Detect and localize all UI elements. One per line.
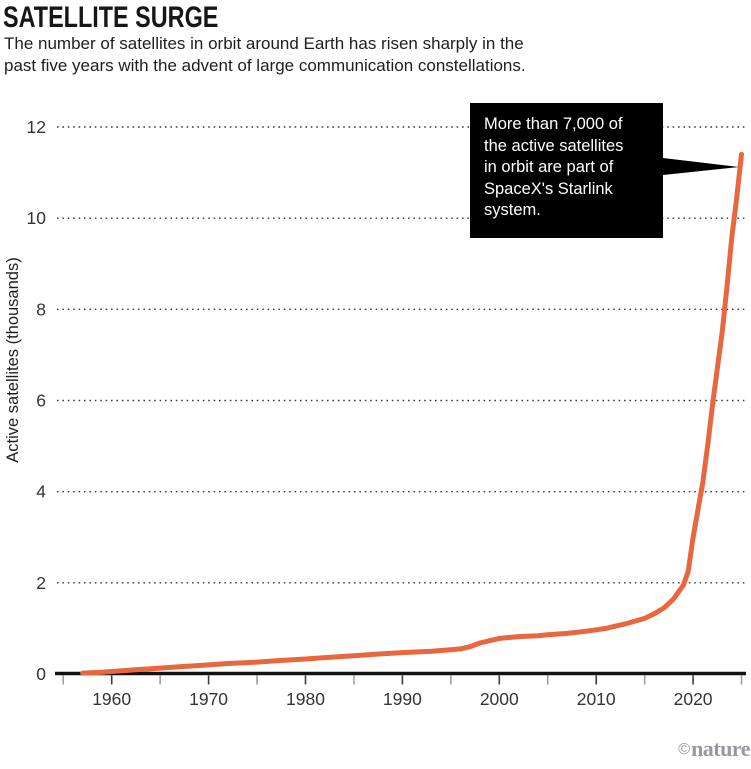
y-tick-label-12: 12 <box>27 117 46 137</box>
page-title: SATELLITE SURGE <box>3 1 219 34</box>
x-tick-label-2000: 2000 <box>480 689 519 709</box>
x-tick-label-1990: 1990 <box>383 689 422 709</box>
annotation-line-3: in orbit are part of <box>484 158 614 176</box>
subtitle-line-1: The number of satellites in orbit around… <box>4 34 524 53</box>
annotation-line-5: system. <box>484 201 541 219</box>
subtitle-line-2: past five years with the advent of large… <box>4 56 526 75</box>
nature-wordmark: nature <box>691 736 750 761</box>
chart-subtitle: The number of satellites in orbit around… <box>4 33 526 77</box>
annotation-line-2: the active satellites <box>484 136 624 155</box>
starlink-annotation: More than 7,000 of the active satellites i… <box>470 103 663 238</box>
x-tick-label-1960: 1960 <box>92 689 131 709</box>
x-tick-label-1970: 1970 <box>189 689 228 709</box>
x-tick-label-2020: 2020 <box>674 689 713 709</box>
annotation-line-4: SpaceX's Starlink <box>484 179 613 198</box>
nature-logo: ©nature <box>678 736 750 762</box>
y-axis-label: Active satellites (thousands) <box>4 257 22 462</box>
y-tick-label-10: 10 <box>27 208 47 228</box>
copyright-icon: © <box>678 741 691 758</box>
y-tick-label-4: 4 <box>36 482 46 502</box>
y-tick-label-8: 8 <box>36 299 46 319</box>
annotation-pointer <box>663 158 739 175</box>
y-tick-label-6: 6 <box>36 391 46 411</box>
active-satellites-line <box>80 151 744 676</box>
x-tick-label-2010: 2010 <box>577 689 616 709</box>
annotation-line-1: More than 7,000 of <box>484 115 623 133</box>
y-tick-label-2: 2 <box>36 573 46 593</box>
x-tick-label-1980: 1980 <box>286 689 325 709</box>
y-tick-label-0: 0 <box>36 664 46 684</box>
